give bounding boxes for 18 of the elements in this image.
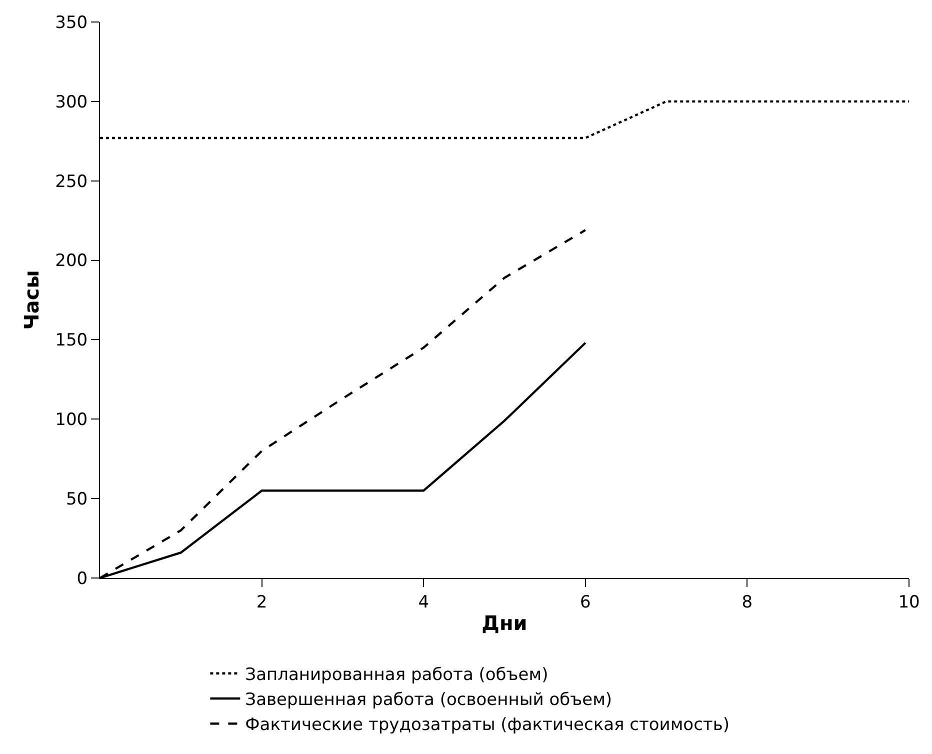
- x-tick-label: 2: [256, 592, 268, 612]
- y-tick-label: 0: [76, 568, 88, 589]
- y-tick-label: 50: [66, 490, 88, 510]
- legend-label: Завершенная работа (освоенный объем): [245, 690, 612, 710]
- x-tick-label: 10: [898, 592, 920, 612]
- y-axis-title: Часы: [20, 270, 44, 330]
- y-tick-label: 150: [55, 330, 88, 351]
- y-tick-label: 250: [55, 172, 88, 192]
- x-tick-label: 6: [580, 592, 591, 612]
- x-tick-label: 8: [742, 592, 753, 612]
- y-tick-label: 100: [55, 410, 88, 430]
- legend-label: Запланированная работа (объем): [245, 665, 548, 686]
- x-tick-label: 4: [418, 592, 430, 612]
- y-tick-label: 300: [55, 92, 88, 112]
- legend-label: Фактические трудозатраты (фактическая стоимость): [245, 715, 730, 736]
- y-tick-label: 200: [55, 251, 88, 272]
- y-tick-label: 350: [55, 12, 88, 33]
- x-axis-title: Дни: [482, 610, 528, 635]
